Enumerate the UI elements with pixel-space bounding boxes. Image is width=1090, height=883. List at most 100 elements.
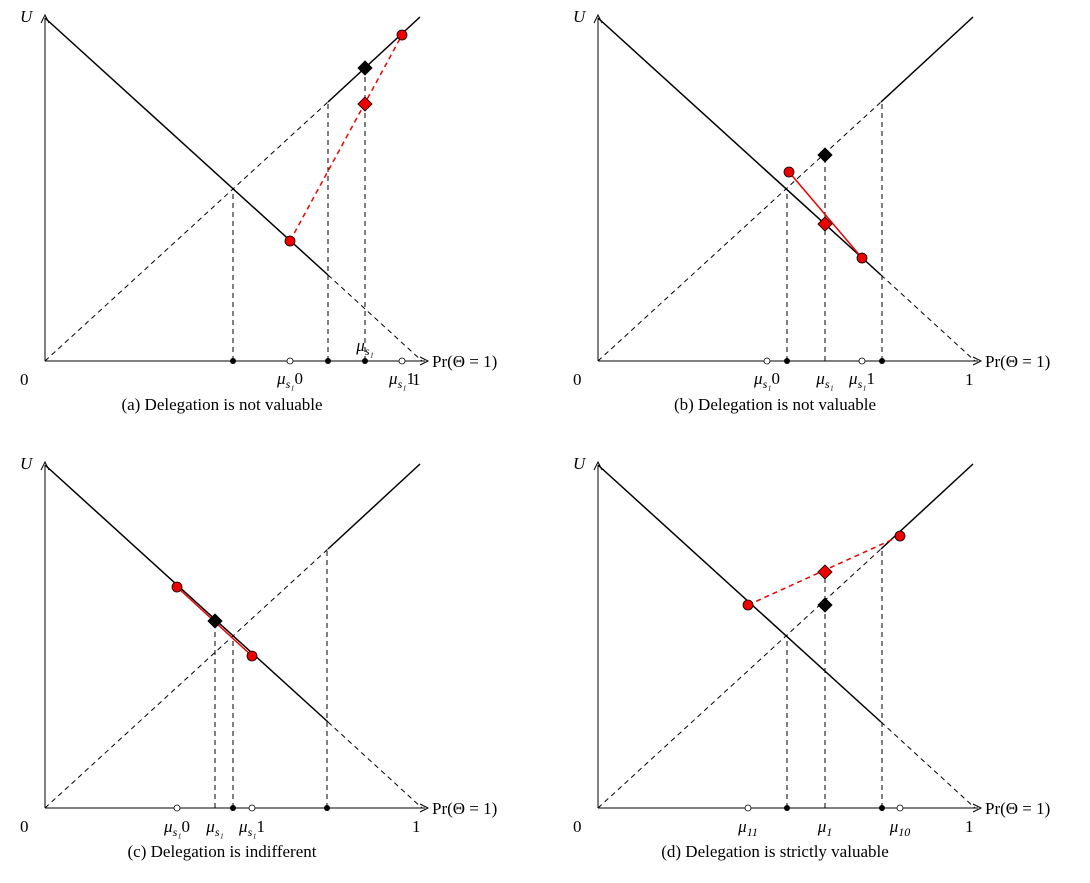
red-diamond bbox=[817, 216, 833, 232]
x-arrow bbox=[419, 356, 430, 366]
mu-symbol: μ bbox=[753, 369, 763, 388]
mu-label: μs₁0 bbox=[753, 369, 780, 391]
mu-label: μs₁1 bbox=[388, 369, 415, 391]
mu-subscript: 1 bbox=[826, 825, 832, 839]
mu-suffix: 0 bbox=[294, 369, 303, 388]
caption: (d) Delegation is strictly valuable bbox=[661, 842, 889, 861]
x-arrow bbox=[419, 803, 430, 813]
mu-subscript: s₁ bbox=[825, 377, 834, 391]
red-point bbox=[171, 581, 183, 593]
tick-circle bbox=[763, 357, 771, 365]
mu-symbol: μ bbox=[815, 369, 825, 388]
descending-line bbox=[597, 464, 882, 723]
mu-suffix: 0 bbox=[181, 817, 190, 836]
caption: (a) Delegation is not valuable bbox=[121, 395, 322, 414]
ascending-dashed bbox=[597, 101, 882, 362]
mu-subscript: 11 bbox=[747, 825, 758, 839]
black-diamond bbox=[207, 613, 223, 629]
mu-symbol: μ bbox=[388, 369, 398, 388]
mu-label: μ11 bbox=[737, 817, 758, 839]
mu-label: μs₁0 bbox=[163, 817, 190, 839]
red-diamond bbox=[357, 96, 373, 112]
origin-label: 0 bbox=[573, 817, 582, 836]
mu-suffix: 1 bbox=[256, 817, 265, 836]
descending-line bbox=[597, 17, 882, 276]
mu-label: μs₁1 bbox=[238, 817, 265, 839]
tick-circle bbox=[398, 357, 406, 365]
tick-circle bbox=[286, 357, 294, 365]
descending-line bbox=[44, 464, 329, 723]
tick-dot bbox=[879, 805, 885, 811]
tick-circle bbox=[173, 804, 181, 812]
x-label: Pr(Θ = 1) bbox=[432, 352, 497, 371]
ascending-line bbox=[880, 16, 974, 103]
black-diamond bbox=[817, 597, 833, 613]
tick-dot bbox=[784, 805, 790, 811]
descending-dashed bbox=[327, 721, 423, 809]
mu-label: μ10 bbox=[889, 817, 911, 839]
black-diamond bbox=[357, 60, 373, 76]
mu-subscript: s₁ bbox=[763, 377, 772, 391]
mu-symbol: μ bbox=[817, 817, 827, 836]
x-arrow bbox=[972, 356, 983, 366]
ascending-line bbox=[327, 16, 421, 103]
descending-dashed bbox=[327, 274, 423, 362]
x-arrow bbox=[972, 803, 983, 813]
mu-label: μs₁0 bbox=[276, 369, 303, 391]
mu-subscript: s₁ bbox=[858, 377, 867, 391]
tick-dot bbox=[230, 358, 236, 364]
ascending-dashed bbox=[597, 548, 882, 809]
mu-symbol: μ bbox=[848, 369, 858, 388]
mu-suffix: 1 bbox=[406, 369, 415, 388]
one-label: 1 bbox=[965, 817, 974, 836]
red-point bbox=[894, 530, 906, 542]
x-label: Pr(Θ = 1) bbox=[985, 799, 1050, 818]
y-label: U bbox=[20, 454, 34, 473]
mu-label: μ1 bbox=[817, 817, 833, 839]
descending-dashed bbox=[880, 274, 976, 362]
mu-suffix: 0 bbox=[771, 369, 780, 388]
ascending-dashed bbox=[44, 548, 329, 809]
x-label: Pr(Θ = 1) bbox=[432, 799, 497, 818]
descending-dashed bbox=[880, 721, 976, 809]
origin-label: 0 bbox=[573, 370, 582, 389]
mu-symbol: μ bbox=[355, 336, 365, 355]
mu-label: μs₁ bbox=[205, 817, 223, 839]
panel: U Pr(Θ = 1) 0 1 (b) Delegation is not valuab… bbox=[573, 7, 1050, 414]
tick-circle bbox=[744, 804, 752, 812]
mu-subscript: s₁ bbox=[365, 344, 374, 358]
black-diamond bbox=[817, 147, 833, 163]
x-label: Pr(Θ = 1) bbox=[985, 352, 1050, 371]
mu-symbol: μ bbox=[276, 369, 286, 388]
mu-symbol: μ bbox=[737, 817, 747, 836]
red-point bbox=[246, 650, 258, 662]
red-point bbox=[284, 235, 296, 247]
tick-dot bbox=[325, 358, 331, 364]
mu-subscript: s₁ bbox=[173, 825, 182, 839]
mu-label: μs₁ bbox=[815, 369, 833, 391]
mu-subscript: 10 bbox=[898, 825, 910, 839]
panel: U Pr(Θ = 1) 0 1 (d) Delegation is strictly v… bbox=[573, 454, 1050, 861]
y-label: U bbox=[573, 454, 587, 473]
y-label: U bbox=[20, 7, 34, 26]
descending-line bbox=[44, 17, 329, 276]
mu-symbol: μ bbox=[238, 817, 248, 836]
y-label: U bbox=[573, 7, 587, 26]
mu-label: μs₁ bbox=[355, 336, 373, 358]
ascending-dashed bbox=[44, 101, 329, 362]
tick-dot bbox=[879, 358, 885, 364]
ascending-line bbox=[327, 463, 421, 550]
mu-symbol: μ bbox=[205, 817, 215, 836]
origin-label: 0 bbox=[20, 370, 29, 389]
one-label: 1 bbox=[412, 370, 421, 389]
mu-subscript: s₁ bbox=[286, 377, 295, 391]
mu-subscript: s₁ bbox=[215, 825, 224, 839]
red-segment bbox=[289, 34, 403, 242]
red-point bbox=[856, 252, 868, 264]
red-diamond bbox=[817, 564, 833, 580]
panel: U Pr(Θ = 1) 0 1 (c) Delegation is indifferen… bbox=[20, 454, 497, 861]
red-segment bbox=[788, 171, 863, 259]
red-point bbox=[783, 166, 795, 178]
tick-dot bbox=[324, 805, 330, 811]
